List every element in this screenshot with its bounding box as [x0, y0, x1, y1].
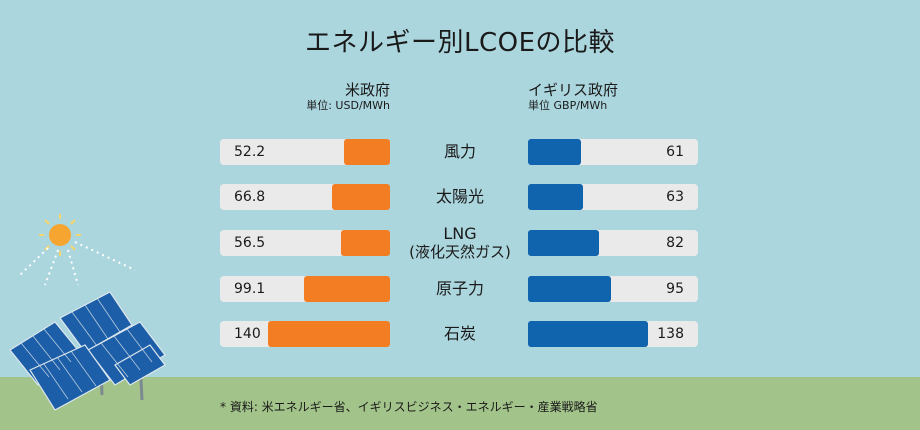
source-note: * 資料: 米エネルギー省、イギリスビジネス・エネルギー・産業戦略省: [220, 400, 598, 414]
us-value-label: 66.8: [234, 189, 266, 205]
category-label-line1: LNG: [443, 224, 477, 243]
us-bar: [267, 321, 390, 347]
us-value-label: 56.5: [234, 235, 266, 251]
uk-unit: 単位 GBP/MWh: [528, 99, 608, 112]
ground: [0, 377, 920, 430]
category-label-line1: 太陽光: [435, 187, 484, 206]
solar-panels-icon: [9, 291, 166, 411]
category-label: LNG (液化天然ガス): [390, 224, 530, 262]
category-label: 原子力: [390, 279, 530, 298]
uk-value-label: 82: [666, 235, 684, 251]
uk-bar: [528, 230, 600, 256]
category-label: 風力: [390, 142, 530, 161]
us-bar: [340, 230, 390, 256]
uk-bar: [528, 184, 583, 210]
us-heading: 米政府: [344, 81, 390, 99]
us-column-header: 米政府 単位: USD/MWh: [268, 81, 390, 112]
uk-value-label: 61: [666, 144, 684, 160]
us-unit: 単位: USD/MWh: [306, 99, 390, 112]
uk-value-label: 63: [666, 189, 684, 205]
category-label-line1: 石炭: [443, 324, 476, 343]
category-label-line1: 風力: [443, 142, 476, 161]
us-bar: [331, 184, 390, 210]
chart-title: エネルギー別LCOEの比較: [304, 28, 616, 58]
uk-value-label: 138: [657, 326, 684, 342]
uk-bar: [528, 276, 611, 302]
us-value-label: 52.2: [234, 144, 266, 160]
us-bar: [303, 276, 390, 302]
us-value-label: 140: [234, 326, 261, 342]
uk-bar: [528, 321, 649, 347]
us-bar: [344, 139, 390, 165]
uk-column-header: イギリス政府 単位 GBP/MWh: [528, 81, 668, 112]
uk-bar: [528, 139, 582, 165]
category-label-line2: (液化天然ガス): [409, 243, 511, 261]
category-label-line1: 原子力: [435, 279, 484, 298]
category-label: 石炭: [390, 324, 530, 343]
category-label: 太陽光: [390, 187, 530, 206]
uk-heading: イギリス政府: [528, 81, 619, 99]
uk-value-label: 95: [666, 281, 684, 297]
sun-icon: [19, 214, 136, 286]
us-value-label: 99.1: [234, 281, 266, 297]
